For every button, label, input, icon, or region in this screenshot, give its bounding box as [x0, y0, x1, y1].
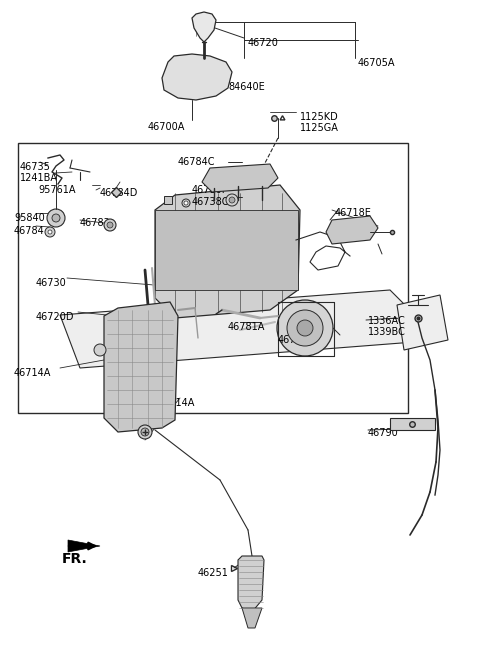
Circle shape — [182, 199, 190, 207]
Circle shape — [107, 222, 113, 228]
Circle shape — [52, 214, 60, 222]
Text: 1339BC: 1339BC — [368, 327, 406, 337]
Polygon shape — [162, 54, 232, 100]
Text: 46781A: 46781A — [228, 322, 265, 332]
Text: 46251: 46251 — [198, 568, 229, 578]
Text: 46714A: 46714A — [14, 368, 51, 378]
Circle shape — [104, 219, 116, 231]
Text: 1241BA: 1241BA — [20, 173, 58, 183]
Circle shape — [297, 320, 313, 336]
Text: 46783: 46783 — [80, 218, 111, 228]
Text: 46714A: 46714A — [158, 398, 195, 408]
Text: 1336AC: 1336AC — [368, 316, 406, 326]
Polygon shape — [155, 210, 298, 290]
Bar — [390, 418, 435, 430]
Text: 46720: 46720 — [248, 38, 279, 48]
Polygon shape — [155, 185, 300, 318]
Circle shape — [277, 300, 333, 356]
Text: 46710F: 46710F — [192, 185, 228, 195]
Polygon shape — [397, 295, 448, 350]
Polygon shape — [202, 164, 278, 192]
Circle shape — [141, 428, 149, 436]
Text: 46705A: 46705A — [358, 58, 396, 68]
Bar — [18, 143, 408, 413]
Text: 46780C: 46780C — [278, 335, 315, 345]
Text: 46720D: 46720D — [36, 312, 74, 322]
Circle shape — [229, 197, 235, 203]
Text: FR.: FR. — [62, 552, 88, 566]
Text: 95840: 95840 — [14, 213, 45, 223]
Circle shape — [47, 209, 65, 227]
Polygon shape — [192, 12, 216, 42]
Polygon shape — [242, 608, 262, 628]
Polygon shape — [68, 540, 100, 552]
Text: 46784: 46784 — [14, 226, 45, 236]
Polygon shape — [60, 290, 440, 368]
Text: 46738C: 46738C — [192, 197, 229, 207]
Polygon shape — [238, 556, 264, 612]
Text: 46735: 46735 — [20, 162, 51, 172]
Circle shape — [184, 201, 188, 205]
Circle shape — [48, 230, 52, 234]
Text: 46784C: 46784C — [178, 157, 216, 167]
Text: 1125KD: 1125KD — [300, 112, 339, 122]
Text: 46700A: 46700A — [148, 122, 185, 132]
Circle shape — [138, 425, 152, 439]
Polygon shape — [104, 302, 178, 432]
Text: 46718E: 46718E — [335, 208, 372, 218]
Circle shape — [226, 194, 238, 206]
Text: 1125GA: 1125GA — [300, 123, 339, 133]
Bar — [164, 196, 172, 204]
Circle shape — [94, 344, 106, 356]
Text: 46784D: 46784D — [100, 188, 138, 198]
Text: 95761A: 95761A — [38, 185, 75, 195]
Text: 46790: 46790 — [368, 428, 399, 438]
Circle shape — [45, 227, 55, 237]
Text: 84640E: 84640E — [228, 82, 265, 92]
Circle shape — [287, 310, 323, 346]
Text: 46730: 46730 — [36, 278, 67, 288]
Polygon shape — [326, 216, 378, 244]
